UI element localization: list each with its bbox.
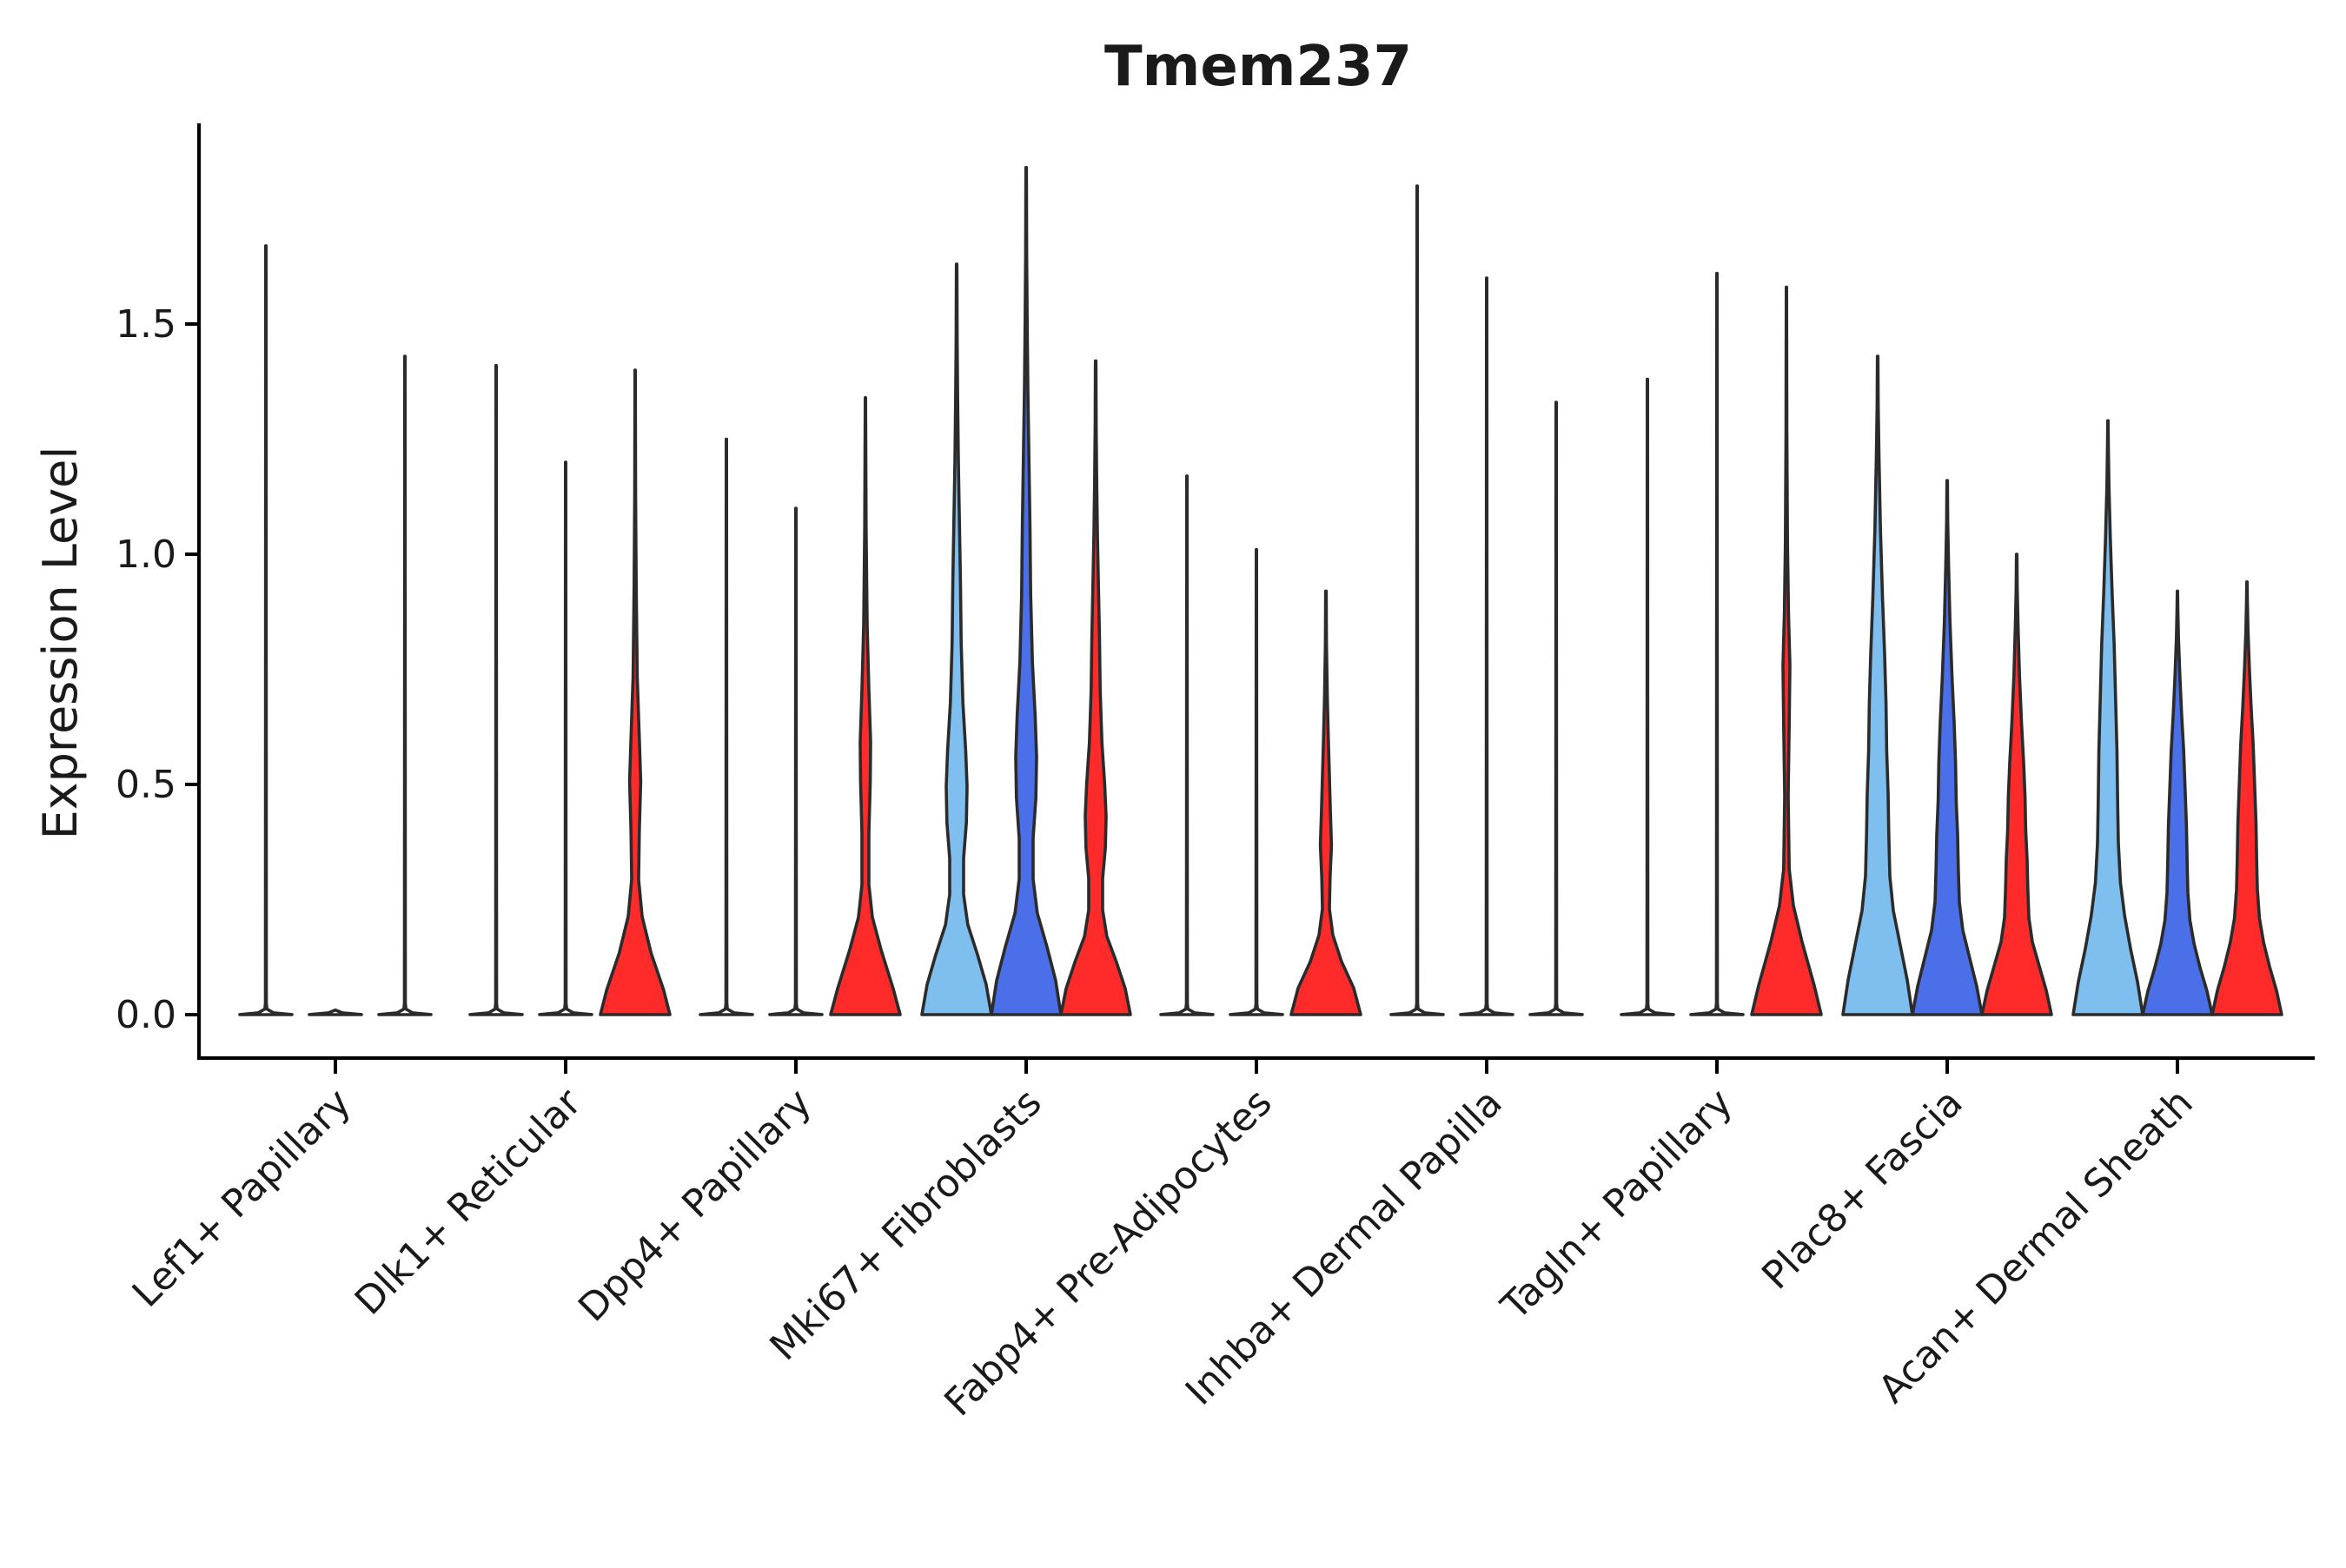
violin-3-4 <box>1289 589 1362 1016</box>
violin-1-1 <box>468 363 524 1016</box>
violin-1-8 <box>2071 419 2144 1016</box>
violin-2-1 <box>538 460 593 1016</box>
violin-2-8 <box>2141 589 2214 1016</box>
violin-3-0 <box>377 354 433 1016</box>
violin-1-7 <box>1841 354 1914 1016</box>
violin-1-4 <box>1159 474 1215 1016</box>
violin-3-2 <box>829 396 902 1016</box>
violin-3-6 <box>1750 285 1823 1016</box>
violin-3-3 <box>1059 359 1132 1016</box>
violin-3-8 <box>2210 580 2283 1016</box>
violin-2-3 <box>990 166 1063 1016</box>
violin-2-4 <box>1229 547 1284 1016</box>
y-tick-label: 1.5 <box>116 302 176 347</box>
x-tick-label: Tagln+ Papillary <box>1493 1081 1741 1329</box>
violin-3-7 <box>1980 552 2053 1016</box>
violin-3-1 <box>599 368 672 1016</box>
violin-1-3 <box>920 262 993 1016</box>
violin-3-5 <box>1528 400 1584 1016</box>
y-tick-label: 1.0 <box>116 533 176 577</box>
y-ticks: 0.0 0.5 1.0 1.5 <box>116 302 199 1037</box>
violin-2-6 <box>1689 271 1745 1016</box>
violin-group <box>238 166 2283 1016</box>
violin-2-7 <box>1911 479 1984 1016</box>
violin-2-2 <box>768 506 824 1016</box>
violin-2-0 <box>308 1008 363 1016</box>
violin-1-0 <box>238 244 294 1016</box>
violin-1-5 <box>1389 184 1445 1016</box>
violin-2-5 <box>1459 276 1514 1016</box>
y-tick-label: 0.5 <box>116 763 176 807</box>
x-tick-label: Dpp4+ Papillary <box>570 1081 820 1331</box>
chart-title: Tmem237 <box>1104 35 1412 99</box>
x-tick-label: Lef1+ Papillary <box>124 1081 360 1316</box>
violin-1-2 <box>699 437 754 1016</box>
x-tick-label: Dlk1+ Reticular <box>347 1080 591 1324</box>
violin-1-6 <box>1620 377 1675 1016</box>
x-tick-label: Plac8+ Fascia <box>1753 1081 1972 1299</box>
y-axis-label: Expression Level <box>33 447 88 840</box>
y-tick-label: 0.0 <box>116 993 176 1037</box>
